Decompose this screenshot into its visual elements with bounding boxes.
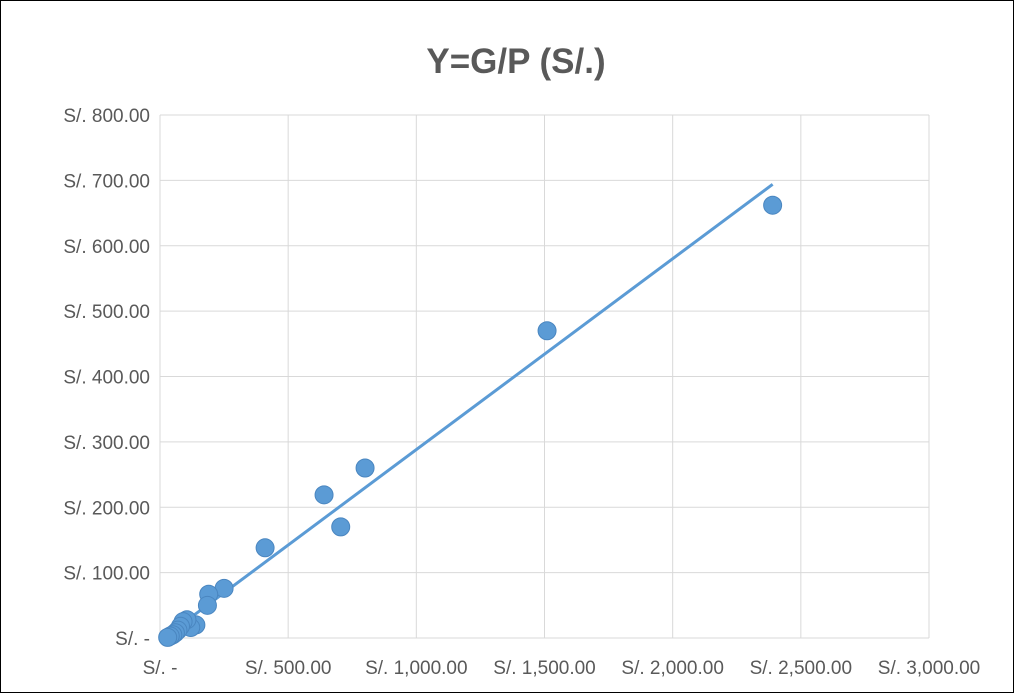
x-tick-label: S/. 2,000.00: [621, 658, 723, 679]
x-axis-ticks: S/. - S/. 500.00 S/. 1,000.00 S/. 1,500.00 S…: [143, 658, 981, 679]
y-tick-label: S/. 800.00: [63, 106, 150, 127]
x-tick-label: S/. 500.00: [245, 658, 332, 679]
data-point: [158, 627, 178, 647]
y-tick-label: S/. 200.00: [63, 498, 150, 519]
x-tick-label: S/. 1,000.00: [365, 658, 467, 679]
data-point: [255, 538, 275, 558]
x-tick-label: S/. -: [143, 658, 178, 679]
y-tick-label: S/. 500.00: [63, 302, 150, 323]
y-tick-label: S/. 700.00: [63, 171, 150, 192]
y-tick-label: S/. 400.00: [63, 368, 150, 389]
data-points: [158, 195, 783, 647]
trendline: [166, 183, 774, 636]
data-point: [331, 517, 351, 537]
y-tick-label: S/. 100.00: [63, 564, 150, 585]
y-axis-ticks: S/. - S/. 100.00 S/. 200.00 S/. 300.00 S/. 4…: [63, 106, 150, 650]
y-tick-label: S/. 300.00: [63, 433, 150, 454]
data-point: [314, 485, 334, 505]
y-tick-label: S/. -: [115, 629, 150, 650]
trendline-group: [166, 183, 774, 636]
y-tick-label: S/. 600.00: [63, 237, 150, 258]
chart-title: Y=G/P (S/.): [426, 42, 605, 81]
x-tick-label: S/. 3,000.00: [878, 658, 980, 679]
data-point: [763, 195, 783, 215]
x-tick-label: S/. 2,500.00: [750, 658, 852, 679]
data-point: [355, 458, 375, 478]
data-point: [537, 321, 557, 341]
grid-lines: [159, 114, 930, 639]
x-tick-label: S/. 1,500.00: [493, 658, 595, 679]
data-point: [197, 595, 217, 615]
